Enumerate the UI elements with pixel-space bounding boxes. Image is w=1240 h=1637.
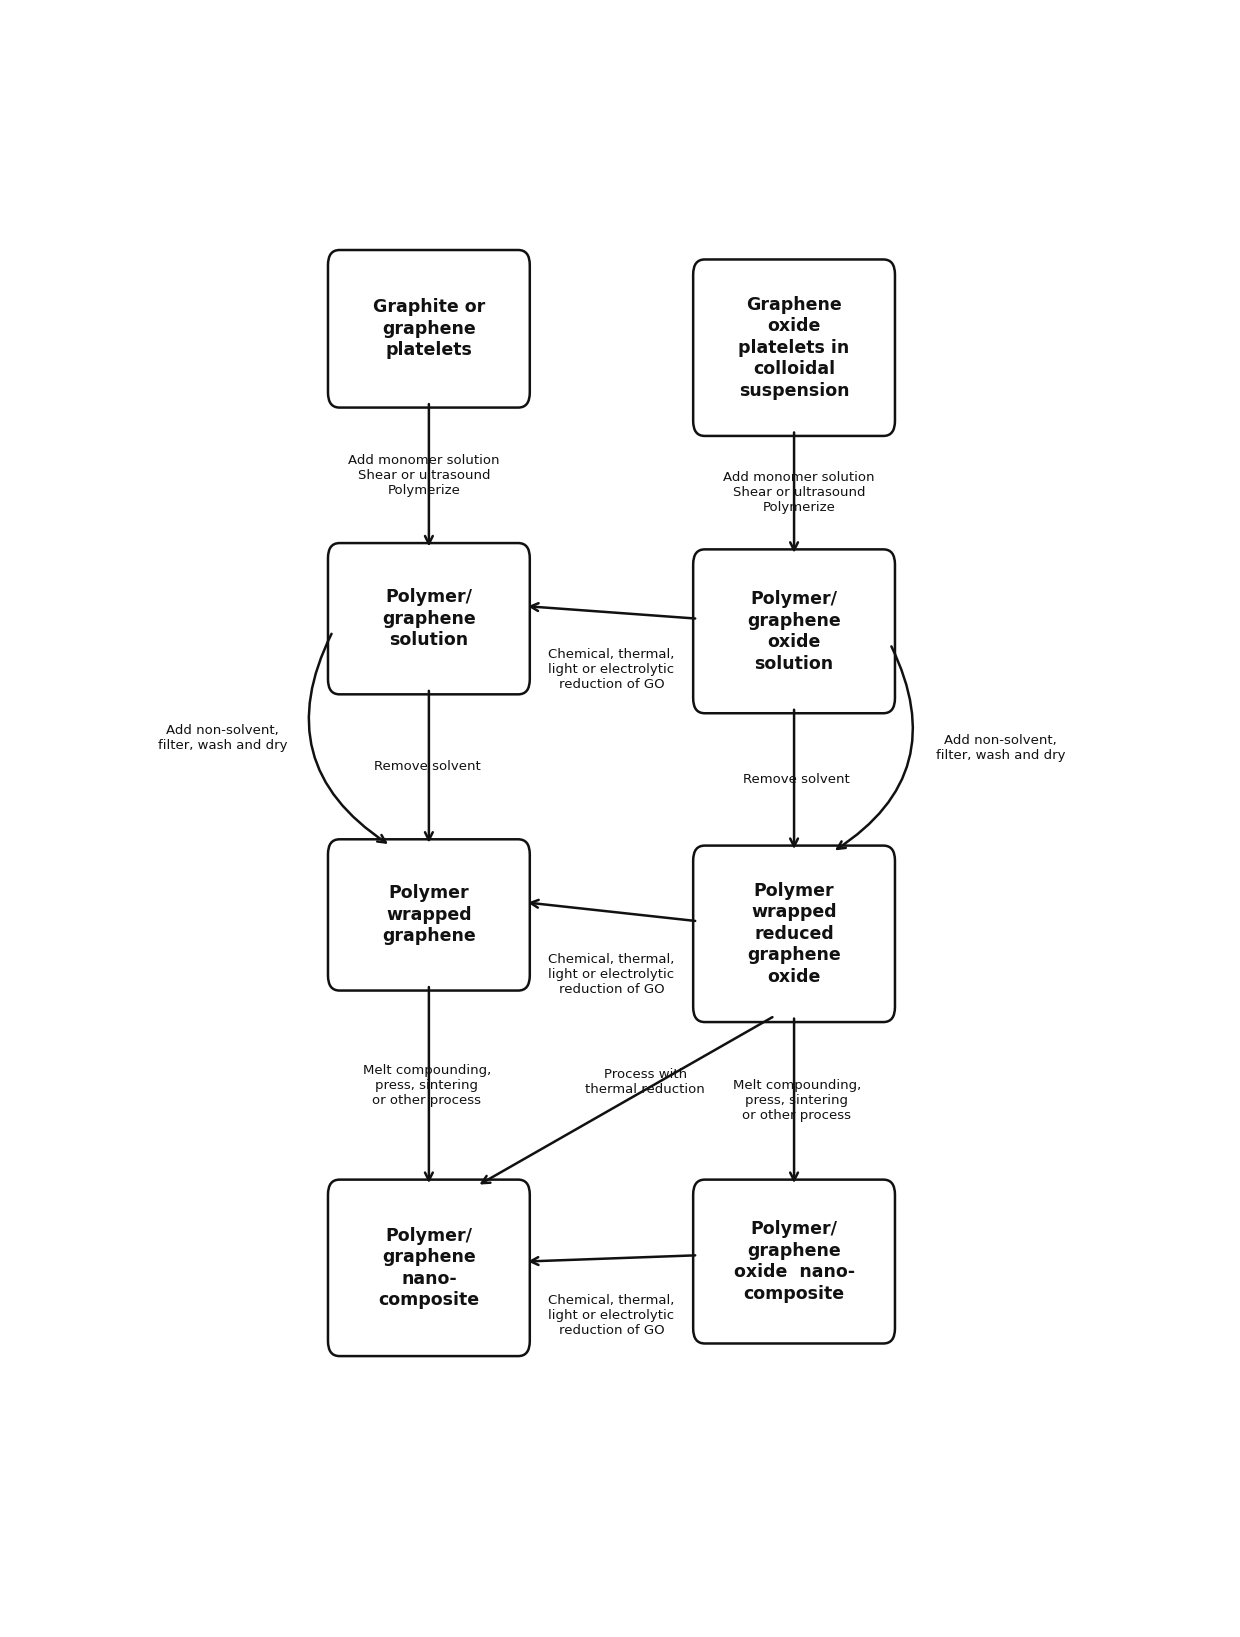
FancyBboxPatch shape bbox=[693, 259, 895, 435]
Text: Graphite or
graphene
platelets: Graphite or graphene platelets bbox=[373, 298, 485, 359]
FancyArrowPatch shape bbox=[309, 634, 386, 843]
Text: Chemical, thermal,
light or electrolytic
reduction of GO: Chemical, thermal, light or electrolytic… bbox=[548, 648, 675, 691]
Text: Process with
thermal reduction: Process with thermal reduction bbox=[585, 1067, 706, 1095]
Text: Graphene
oxide
platelets in
colloidal
suspension: Graphene oxide platelets in colloidal su… bbox=[739, 296, 849, 399]
Text: Remove solvent: Remove solvent bbox=[373, 760, 480, 773]
FancyBboxPatch shape bbox=[693, 846, 895, 1021]
Text: Polymer/
graphene
nano-
composite: Polymer/ graphene nano- composite bbox=[378, 1226, 480, 1310]
Text: Chemical, thermal,
light or electrolytic
reduction of GO: Chemical, thermal, light or electrolytic… bbox=[548, 953, 675, 997]
FancyBboxPatch shape bbox=[327, 840, 529, 990]
Text: Polymer/
graphene
oxide  nano-
composite: Polymer/ graphene oxide nano- composite bbox=[734, 1220, 854, 1303]
FancyBboxPatch shape bbox=[327, 1180, 529, 1355]
Text: Melt compounding,
press, sintering
or other process: Melt compounding, press, sintering or ot… bbox=[363, 1064, 491, 1107]
Text: Melt compounding,
press, sintering
or other process: Melt compounding, press, sintering or ot… bbox=[733, 1079, 861, 1123]
FancyArrowPatch shape bbox=[837, 647, 913, 850]
Text: Add monomer solution
Shear or ultrasound
Polymerize: Add monomer solution Shear or ultrasound… bbox=[348, 453, 500, 496]
FancyBboxPatch shape bbox=[327, 543, 529, 694]
Text: Add non-solvent,
filter, wash and dry: Add non-solvent, filter, wash and dry bbox=[936, 733, 1065, 761]
FancyBboxPatch shape bbox=[327, 250, 529, 408]
Text: Polymer
wrapped
graphene: Polymer wrapped graphene bbox=[382, 884, 476, 946]
Text: Polymer/
graphene
oxide
solution: Polymer/ graphene oxide solution bbox=[748, 589, 841, 673]
Text: Chemical, thermal,
light or electrolytic
reduction of GO: Chemical, thermal, light or electrolytic… bbox=[548, 1293, 675, 1337]
Text: Polymer
wrapped
reduced
graphene
oxide: Polymer wrapped reduced graphene oxide bbox=[748, 882, 841, 985]
Text: Add monomer solution
Shear or ultrasound
Polymerize: Add monomer solution Shear or ultrasound… bbox=[723, 471, 874, 514]
FancyBboxPatch shape bbox=[693, 1180, 895, 1344]
Text: Remove solvent: Remove solvent bbox=[743, 773, 849, 786]
FancyBboxPatch shape bbox=[693, 550, 895, 714]
Text: Polymer/
graphene
solution: Polymer/ graphene solution bbox=[382, 588, 476, 650]
Text: Add non-solvent,
filter, wash and dry: Add non-solvent, filter, wash and dry bbox=[157, 725, 286, 753]
